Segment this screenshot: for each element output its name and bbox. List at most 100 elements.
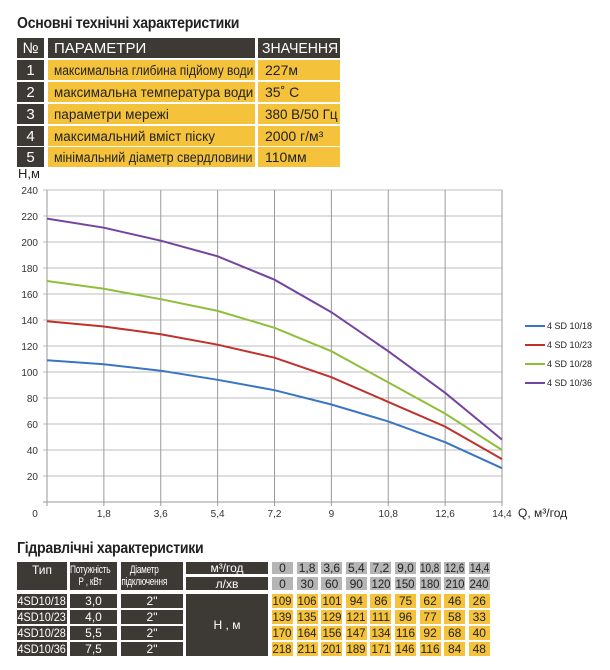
flow-l-cell: 210 bbox=[444, 577, 466, 590]
pump-power-text: 4,0 bbox=[85, 610, 102, 624]
row-number-text: 5 bbox=[26, 148, 35, 166]
flow-l-cell-text: 240 bbox=[469, 577, 489, 590]
y-tick-label: 120 bbox=[21, 342, 38, 353]
param-name-text: максимальна глибина підйому води bbox=[54, 62, 254, 78]
pump-diameter: 2" bbox=[121, 626, 183, 640]
y-tick-label: 180 bbox=[21, 264, 38, 275]
param-name-text: максимальна температура води bbox=[54, 84, 254, 100]
flow-m3-cell: 1,8 bbox=[296, 562, 318, 574]
param-value-text: 380 В/50 Гц bbox=[265, 106, 338, 122]
header-diameter: Діаметр підключення bbox=[121, 562, 183, 590]
param-name-text: максимальний вміст піску bbox=[54, 128, 215, 144]
head-value-cell: 101 bbox=[321, 594, 343, 608]
flow-m3-cell-text: 7,2 bbox=[372, 562, 390, 574]
pump-diameter-text: 2" bbox=[146, 626, 158, 640]
row-number: 3 bbox=[17, 104, 44, 124]
header-power-text: Потужність Р , кВт bbox=[70, 564, 111, 588]
header-values: ЗНАЧЕННЯ bbox=[258, 38, 340, 58]
y-tick-label: 140 bbox=[21, 316, 38, 327]
pump-power-text: 7,5 bbox=[85, 642, 102, 656]
head-value-cell-text: 139 bbox=[272, 610, 293, 624]
y-tick-label: 200 bbox=[21, 238, 38, 249]
param-value: 110мм bbox=[258, 147, 340, 167]
head-value-cell-text: 62 bbox=[423, 594, 437, 608]
head-value-cell: 139 bbox=[272, 610, 293, 624]
head-value-cell-text: 170 bbox=[272, 626, 293, 640]
head-value-cell: 109 bbox=[272, 594, 293, 608]
header-type-text: Тип bbox=[31, 563, 52, 577]
head-value-cell-text: 75 bbox=[398, 594, 413, 608]
flow-m3-cell-text: 1,8 bbox=[298, 562, 316, 574]
flow-l-cell: 180 bbox=[419, 577, 441, 590]
flow-m3-cell-text: 9,0 bbox=[397, 562, 414, 574]
series-line bbox=[46, 280, 503, 451]
y-tick-label: 240 bbox=[21, 186, 38, 197]
flow-m3-cell: 7,2 bbox=[370, 562, 392, 574]
legend-entry: 4 SD 10/36 bbox=[547, 378, 592, 388]
head-value-cell-text: 134 bbox=[371, 626, 391, 640]
param-value-text: 227м bbox=[265, 62, 298, 78]
head-value-cell: 164 bbox=[296, 626, 318, 640]
flow-l-cell: 150 bbox=[395, 577, 416, 590]
head-value-cell-text: 109 bbox=[272, 594, 293, 608]
pump-type-text: 4SD10/18 bbox=[17, 594, 67, 608]
param-name: максимальна температура води bbox=[48, 82, 255, 102]
flow-m3-cell-text: 3,6 bbox=[323, 562, 341, 574]
row-number-text: 3 bbox=[26, 105, 35, 123]
head-value-cell-text: 129 bbox=[322, 610, 342, 624]
y-tick-label: 100 bbox=[21, 368, 38, 379]
header-parameters-text: ПАРАМЕТРИ bbox=[54, 39, 147, 57]
head-value-cell-text: 101 bbox=[322, 594, 342, 608]
head-value-cell-text: 147 bbox=[346, 626, 366, 640]
param-value: 380 В/50 Гц bbox=[258, 104, 340, 124]
flow-l-cell: 30 bbox=[296, 577, 318, 590]
unit-m3-per-hour: м³/год bbox=[186, 562, 268, 574]
head-value-cell: 58 bbox=[444, 610, 466, 624]
flow-m3-cell: 3,6 bbox=[321, 562, 343, 574]
head-value-cell-text: 94 bbox=[349, 594, 363, 608]
param-name-text: параметри мережі bbox=[54, 106, 169, 122]
x-tick-label: 10,8 bbox=[379, 509, 399, 520]
x-tick-label: 7,2 bbox=[268, 509, 282, 520]
y-tick-label: 60 bbox=[27, 420, 39, 431]
head-value-cell-text: 171 bbox=[371, 642, 391, 656]
head-value-cell-text: 96 bbox=[398, 610, 413, 624]
x-axis-label: Q, м³/год bbox=[518, 506, 567, 520]
head-value-cell: 26 bbox=[468, 594, 490, 608]
legend-entry: 4 SD 10/28 bbox=[547, 359, 592, 369]
head-value-cell: 68 bbox=[444, 626, 466, 640]
pump-type-text: 4SD10/23 bbox=[17, 610, 67, 624]
x-tick-label: 0 bbox=[32, 509, 38, 520]
head-value-cell: 33 bbox=[468, 610, 490, 624]
param-value: 35˚ C bbox=[258, 82, 340, 102]
flow-l-cell-text: 180 bbox=[420, 577, 440, 590]
head-value-cell-text: 211 bbox=[297, 642, 317, 656]
head-value-cell: 96 bbox=[395, 610, 416, 624]
y-tick-label: 20 bbox=[27, 472, 39, 483]
flow-m3-cell: 5,4 bbox=[345, 562, 367, 574]
series-line bbox=[46, 359, 503, 470]
head-value-cell-text: 68 bbox=[448, 626, 462, 640]
legend-entry: 4 SD 10/18 bbox=[547, 321, 592, 331]
x-tick-label: 3,6 bbox=[154, 509, 168, 520]
head-value-cell-text: 218 bbox=[272, 642, 293, 656]
head-value-cell: 111 bbox=[370, 610, 392, 624]
flow-m3-cell: 14,4 bbox=[468, 562, 490, 574]
param-name: параметри мережі bbox=[48, 104, 255, 124]
pump-type: 4SD10/23 bbox=[17, 610, 67, 624]
unit-l-per-min-text: л/хв bbox=[215, 577, 239, 590]
flow-l-cell-text: 90 bbox=[349, 577, 363, 590]
head-value-cell-text: 106 bbox=[297, 594, 317, 608]
flow-m3-cell: 12,6 bbox=[444, 562, 466, 574]
head-value-cell-text: 40 bbox=[472, 626, 486, 640]
y-axis-label: Н,м bbox=[18, 166, 40, 181]
head-value-cell: 156 bbox=[321, 626, 343, 640]
head-value-cell-text: 33 bbox=[472, 610, 486, 624]
head-value-cell-text: 121 bbox=[346, 610, 366, 624]
head-value-cell-text: 92 bbox=[423, 626, 437, 640]
header-values-text: ЗНАЧЕННЯ bbox=[262, 39, 339, 57]
row-number-text: 1 bbox=[26, 61, 35, 79]
head-value-cell: 189 bbox=[345, 642, 367, 656]
pump-diameter: 2" bbox=[121, 642, 183, 656]
head-flow-chart: 20 40 60 80 100 120 140 160 180 200 220 240 0 1,8 3,6 5… bbox=[18, 166, 592, 520]
